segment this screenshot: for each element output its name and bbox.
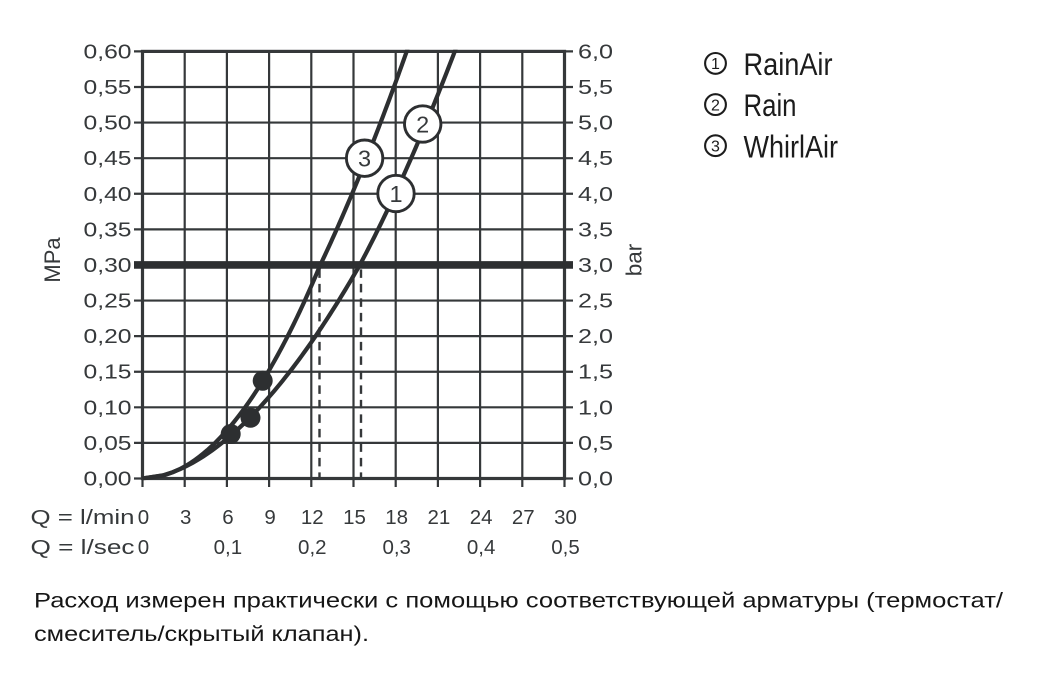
- svg-text:2,0: 2,0: [578, 325, 613, 348]
- svg-text:0,05: 0,05: [84, 432, 132, 455]
- svg-text:0,15: 0,15: [84, 361, 132, 384]
- svg-text:1: 1: [389, 181, 402, 207]
- svg-text:0,5: 0,5: [578, 432, 613, 455]
- svg-text:Расход измерен практически с п: Расход измерен практически с помощью соо…: [34, 589, 1003, 613]
- svg-text:Rain: Rain: [744, 87, 797, 123]
- svg-text:0,0: 0,0: [578, 468, 613, 491]
- svg-text:0,55: 0,55: [84, 76, 132, 99]
- svg-text:6: 6: [222, 506, 233, 529]
- svg-text:Q = l/min: Q = l/min: [31, 506, 135, 529]
- svg-text:9: 9: [264, 506, 275, 529]
- svg-text:27: 27: [512, 506, 535, 529]
- svg-text:3,5: 3,5: [578, 218, 613, 241]
- svg-text:0,10: 0,10: [84, 396, 132, 419]
- svg-text:1,0: 1,0: [578, 396, 613, 419]
- svg-text:12: 12: [301, 506, 324, 529]
- svg-text:0: 0: [138, 536, 149, 559]
- svg-text:3,0: 3,0: [578, 254, 613, 277]
- svg-text:RainAir: RainAir: [744, 46, 833, 82]
- svg-text:bar: bar: [622, 243, 647, 276]
- svg-text:0,40: 0,40: [84, 183, 132, 206]
- svg-text:0,35: 0,35: [84, 218, 132, 241]
- svg-text:3: 3: [358, 146, 371, 172]
- svg-text:1,5: 1,5: [578, 361, 613, 384]
- svg-text:2: 2: [416, 111, 429, 137]
- svg-text:15: 15: [343, 506, 366, 529]
- svg-text:0,5: 0,5: [551, 536, 580, 559]
- svg-text:смеситель/скрытый клапан).: смеситель/скрытый клапан).: [34, 622, 369, 646]
- svg-text:0,50: 0,50: [84, 112, 132, 135]
- svg-text:0,1: 0,1: [214, 536, 243, 559]
- svg-text:4,0: 4,0: [578, 183, 613, 206]
- svg-text:2: 2: [711, 97, 720, 114]
- svg-text:Q = l/sec: Q = l/sec: [31, 536, 135, 559]
- svg-text:0: 0: [138, 506, 149, 529]
- svg-text:3: 3: [180, 506, 191, 529]
- svg-text:5,5: 5,5: [578, 76, 613, 99]
- svg-text:30: 30: [554, 506, 577, 529]
- svg-text:0,30: 0,30: [84, 254, 132, 277]
- svg-text:0,2: 0,2: [298, 536, 327, 559]
- svg-text:3: 3: [711, 139, 720, 156]
- svg-text:18: 18: [385, 506, 408, 529]
- svg-text:0,20: 0,20: [84, 325, 132, 348]
- svg-text:2,5: 2,5: [578, 290, 613, 313]
- svg-text:0,60: 0,60: [84, 40, 132, 63]
- svg-text:0,3: 0,3: [382, 536, 411, 559]
- svg-text:0,45: 0,45: [84, 147, 132, 170]
- svg-text:0,4: 0,4: [467, 536, 496, 559]
- svg-text:6,0: 6,0: [578, 40, 613, 63]
- svg-text:21: 21: [427, 506, 450, 529]
- svg-text:4,5: 4,5: [578, 147, 613, 170]
- svg-text:WhirlAir: WhirlAir: [744, 128, 839, 164]
- svg-text:MPa: MPa: [40, 237, 65, 283]
- svg-text:5,0: 5,0: [578, 112, 613, 135]
- svg-text:0,25: 0,25: [84, 290, 132, 313]
- svg-text:24: 24: [470, 506, 493, 529]
- svg-text:1: 1: [711, 56, 720, 73]
- svg-text:0,00: 0,00: [84, 468, 132, 491]
